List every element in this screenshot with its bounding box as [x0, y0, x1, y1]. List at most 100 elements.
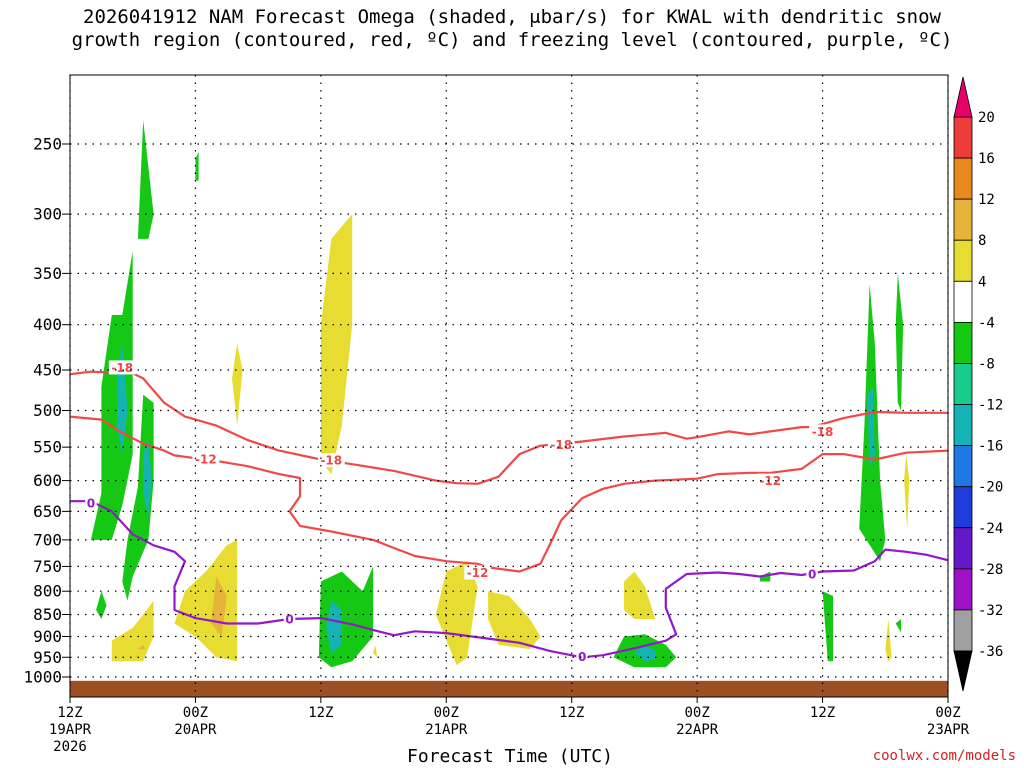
colorbar-segment-2: [953, 198, 973, 241]
contour-label-bg: [547, 437, 575, 452]
x-tick-label: 12Z: [559, 705, 584, 721]
y-tick-label-500: 500: [33, 401, 62, 420]
omega-region-22: [488, 591, 541, 650]
contour-label-bg: [809, 424, 836, 439]
colorbar-segment-6: [953, 363, 973, 405]
contour-label-bg: [756, 473, 784, 488]
omega-region-9: [895, 619, 901, 633]
omega-region-3: [96, 591, 107, 619]
x-tick-date: 23APR: [927, 722, 970, 738]
x-tick-year: 2026: [53, 739, 87, 755]
y-tick-label-1000: 1000: [23, 668, 62, 687]
colorbar-label-13: -36: [978, 644, 1003, 660]
y-tick-label-350: 350: [33, 264, 62, 283]
colorbar-label-3: 8: [978, 233, 986, 249]
y-tick-label-400: 400: [33, 315, 62, 334]
contour-label-5: -12: [759, 474, 781, 488]
colorbar-segment-8: [953, 445, 973, 488]
colorbar-label-10: -24: [978, 521, 1003, 537]
colorbar-label-5: -4: [978, 315, 995, 331]
colorbar-segment-11: [953, 568, 973, 611]
credit-link[interactable]: coolwx.com/models: [872, 748, 1016, 764]
omega-region-18: [232, 343, 243, 426]
contour-label-bg: [464, 565, 492, 580]
y-tick-label-900: 900: [33, 627, 62, 646]
omega-region-21: [435, 561, 478, 666]
x-axis-title: Forecast Time (UTC): [407, 746, 613, 767]
omega-region-20: [111, 600, 154, 662]
contour-label-bg: [283, 612, 296, 627]
contour-label-0: -18: [111, 361, 133, 375]
omega-region-23: [624, 571, 656, 619]
y-tick-label-950: 950: [33, 648, 62, 667]
title-line-2: growth region (contoured, red, ºC) and f…: [71, 29, 953, 51]
isotherm--18C: [69, 367, 948, 485]
x-tick-label: 00Z: [935, 705, 960, 721]
colorbar-label-6: -8: [978, 356, 995, 372]
colorbar-label-1: 16: [978, 151, 995, 167]
x-tick-date: 20APR: [174, 722, 217, 738]
y-tick-label-300: 300: [33, 205, 62, 224]
y-tick-label-600: 600: [33, 471, 62, 490]
contour-label-8: 0: [285, 613, 293, 627]
colorbar-segment-5: [953, 321, 973, 364]
colorbar: 20 16 12 8 4 -4 -8 -12 -16 -20 -24 -28 -32 -36: [953, 76, 1003, 692]
colorbar-label-0: 20: [978, 110, 995, 126]
contour-label-9: 0: [578, 650, 586, 664]
colorbar-segment-1: [953, 157, 973, 200]
y-tick-label-250: 250: [33, 135, 62, 154]
omega-region-19: [174, 539, 238, 662]
omega-region-13: [143, 440, 152, 518]
colorbar-segment-0: [953, 116, 973, 159]
omega-region-8: [822, 591, 833, 662]
omega-region-0: [90, 250, 133, 540]
colorbar-segment-9: [953, 486, 973, 529]
x-tick-label: 12Z: [810, 705, 835, 721]
ground-strip: [70, 680, 948, 697]
omega-region-26: [373, 644, 378, 658]
contour-label-bg: [85, 496, 97, 511]
plot-frame: [69, 74, 949, 698]
contour-label-bg: [576, 649, 588, 664]
omega-region-25: [885, 619, 892, 662]
y-tick-label-450: 450: [33, 360, 62, 379]
omega-region-14: [326, 600, 342, 654]
colorbar-label-2: 12: [978, 192, 995, 208]
colorbar-label-4: 4: [978, 274, 986, 290]
x-tick-label: 12Z: [308, 705, 333, 721]
contour-label-1: -12: [195, 452, 217, 466]
title-line-1: 2026041912 NAM Forecast Omega (shaded, μ…: [83, 6, 941, 28]
colorbar-segment-4: [953, 280, 973, 323]
contour-label-4: -12: [467, 566, 489, 580]
contour-label-10: 0: [808, 568, 816, 582]
contour-label-6: -18: [812, 425, 834, 439]
y-tick-label-650: 650: [33, 502, 62, 521]
colorbar-label-11: -28: [978, 562, 1003, 578]
isotherm--12C: [69, 415, 949, 573]
omega-region-17: [320, 214, 353, 475]
contour-label-bg: [108, 360, 136, 375]
x-tick-date: 21APR: [425, 722, 468, 738]
contour-label-3: -18: [550, 438, 572, 452]
colorbar-label-7: -12: [978, 398, 1003, 414]
omega-region-4: [318, 566, 374, 668]
contour-label-2: -18: [320, 454, 342, 468]
y-tick-label-850: 850: [33, 605, 62, 624]
colorbar-label-12: -32: [978, 603, 1003, 619]
x-tick-date: 22APR: [676, 722, 719, 738]
contour-label-bg: [192, 451, 220, 466]
contour-label-bg: [317, 453, 345, 468]
omega-region-2: [122, 394, 154, 601]
contour-label-bg: [806, 567, 818, 582]
omega-region-7: [895, 273, 904, 411]
colorbar-label-8: -16: [978, 439, 1003, 455]
freezing-level-line: [70, 500, 949, 659]
colorbar-segment-12: [953, 609, 973, 652]
axes: 250 300 350 400 450 500 550 600 650 700 750 800 850 9…: [23, 74, 970, 755]
y-tick-label-550: 550: [33, 438, 62, 457]
contour-label-7: 0: [87, 497, 95, 511]
omega-region-10: [195, 151, 199, 181]
x-tick-label: 00Z: [684, 705, 709, 721]
y-tick-label-700: 700: [33, 530, 62, 549]
